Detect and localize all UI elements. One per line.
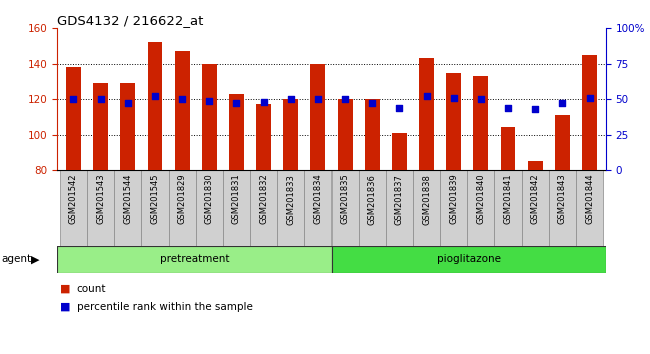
Bar xyxy=(473,76,488,170)
Point xyxy=(313,96,323,102)
Text: agent: agent xyxy=(1,254,31,264)
Text: GSM201544: GSM201544 xyxy=(124,174,133,224)
Text: count: count xyxy=(77,284,106,294)
Point xyxy=(557,101,567,106)
Bar xyxy=(57,246,332,273)
Bar xyxy=(311,64,326,170)
Bar xyxy=(148,42,162,170)
Bar xyxy=(555,115,570,170)
Bar xyxy=(304,170,332,246)
Point xyxy=(177,96,187,102)
Text: GSM201543: GSM201543 xyxy=(96,174,105,224)
Point xyxy=(204,98,214,103)
Point xyxy=(367,101,378,106)
Bar xyxy=(229,94,244,170)
Bar xyxy=(365,99,380,170)
Bar xyxy=(87,170,114,246)
Bar xyxy=(549,170,576,246)
Bar xyxy=(576,170,603,246)
Text: GSM201829: GSM201829 xyxy=(177,174,187,224)
Bar xyxy=(467,170,495,246)
Bar xyxy=(256,104,271,170)
Text: GSM201839: GSM201839 xyxy=(449,174,458,224)
Text: GSM201830: GSM201830 xyxy=(205,174,214,224)
Bar xyxy=(250,170,277,246)
Bar xyxy=(419,58,434,170)
Text: GSM201843: GSM201843 xyxy=(558,174,567,224)
Text: ▶: ▶ xyxy=(31,254,40,264)
Text: pioglitazone: pioglitazone xyxy=(437,254,500,264)
Bar xyxy=(413,170,440,246)
Point xyxy=(68,96,79,102)
Text: GSM201545: GSM201545 xyxy=(150,174,159,224)
Bar xyxy=(168,170,196,246)
Bar xyxy=(332,246,606,273)
Text: GSM201840: GSM201840 xyxy=(476,174,486,224)
Point xyxy=(96,96,106,102)
Point xyxy=(123,101,133,106)
Point xyxy=(150,93,160,99)
Bar xyxy=(500,127,515,170)
Bar xyxy=(120,83,135,170)
Point xyxy=(530,106,540,112)
Bar xyxy=(283,99,298,170)
Bar xyxy=(392,133,407,170)
Text: GSM201835: GSM201835 xyxy=(341,174,350,224)
Text: GSM201838: GSM201838 xyxy=(422,174,431,224)
Bar xyxy=(223,170,250,246)
Point xyxy=(259,99,269,105)
Text: GSM201831: GSM201831 xyxy=(232,174,241,224)
Point xyxy=(584,95,595,101)
Bar xyxy=(582,55,597,170)
Point xyxy=(503,105,514,110)
Bar xyxy=(337,99,352,170)
Bar xyxy=(528,161,543,170)
Bar xyxy=(332,170,359,246)
Bar xyxy=(440,170,467,246)
Text: GSM201836: GSM201836 xyxy=(368,174,377,224)
Text: GSM201834: GSM201834 xyxy=(313,174,322,224)
Bar xyxy=(93,83,108,170)
Point xyxy=(448,95,459,101)
Point xyxy=(476,96,486,102)
Text: GSM201841: GSM201841 xyxy=(504,174,513,224)
Bar xyxy=(196,170,223,246)
Bar xyxy=(277,170,304,246)
Bar xyxy=(386,170,413,246)
Point xyxy=(340,96,350,102)
Bar xyxy=(66,67,81,170)
Point xyxy=(394,105,404,110)
Bar xyxy=(114,170,142,246)
Point xyxy=(231,101,242,106)
Bar xyxy=(142,170,168,246)
Text: GSM201837: GSM201837 xyxy=(395,174,404,224)
Bar xyxy=(175,51,190,170)
Bar xyxy=(521,170,549,246)
Bar xyxy=(359,170,386,246)
Text: GSM201832: GSM201832 xyxy=(259,174,268,224)
Text: ■: ■ xyxy=(60,302,71,312)
Text: GSM201842: GSM201842 xyxy=(530,174,540,224)
Bar xyxy=(60,170,87,246)
Bar xyxy=(495,170,521,246)
Text: GSM201542: GSM201542 xyxy=(69,174,78,224)
Point xyxy=(285,96,296,102)
Text: GSM201844: GSM201844 xyxy=(585,174,594,224)
Text: pretreatment: pretreatment xyxy=(160,254,229,264)
Bar xyxy=(202,64,216,170)
Bar xyxy=(447,73,461,170)
Text: GSM201833: GSM201833 xyxy=(286,174,295,224)
Point xyxy=(421,93,432,99)
Text: ■: ■ xyxy=(60,284,71,294)
Text: percentile rank within the sample: percentile rank within the sample xyxy=(77,302,253,312)
Text: GDS4132 / 216622_at: GDS4132 / 216622_at xyxy=(57,14,203,27)
